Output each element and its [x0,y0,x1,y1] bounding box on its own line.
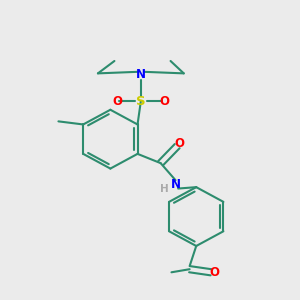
Text: O: O [159,95,169,108]
Text: O: O [113,95,123,108]
Text: H: H [160,184,168,194]
Text: O: O [175,137,185,150]
Text: N: N [136,68,146,81]
Text: N: N [170,178,181,191]
Text: S: S [136,95,146,108]
Text: O: O [209,266,219,279]
